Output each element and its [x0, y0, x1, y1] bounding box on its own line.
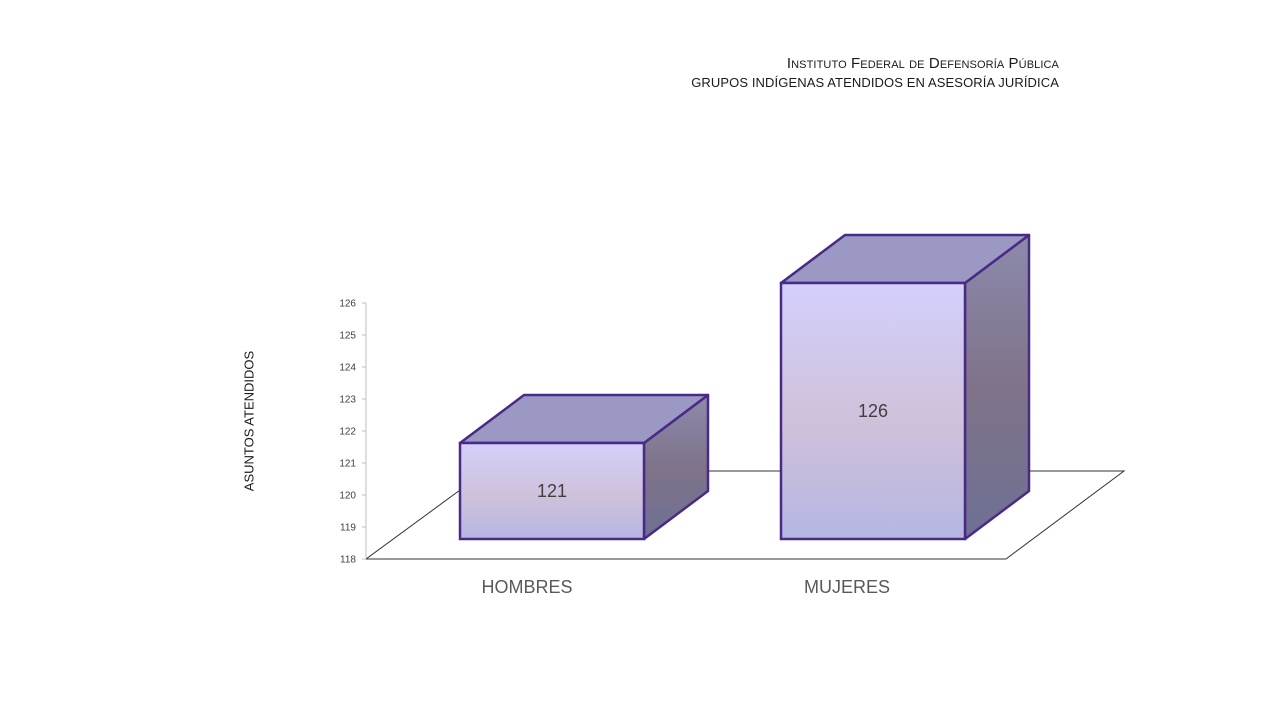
bar-hombres: 121 [458, 393, 710, 541]
bar-front-face [779, 281, 967, 541]
y-tick-label: 118 [340, 555, 356, 566]
bar-side-face [963, 233, 1031, 541]
bar-data-label: 121 [537, 481, 567, 501]
x-category-label: HOMBRES [481, 577, 572, 597]
y-tick-label: 120 [339, 491, 356, 502]
chart-floor [364, 470, 1126, 560]
bar-front-face [458, 441, 646, 541]
y-tick-label: 122 [339, 427, 356, 438]
chart-subtitle: GRUPOS INDÍGENAS ATENDIDOS EN ASESORÍA J… [691, 75, 1059, 91]
chart-title: Instituto Federal de Defensoría Pública [786, 55, 1059, 72]
y-tick-label: 123 [339, 395, 356, 406]
y-tick-label: 121 [339, 459, 356, 470]
y-tick-label: 125 [339, 331, 356, 342]
bar-data-label: 126 [858, 401, 888, 421]
bar-mujeres: 126 [779, 233, 1031, 541]
y-tick-label: 124 [339, 363, 356, 374]
y-tick-label: 126 [339, 299, 356, 310]
x-category-label: MUJERES [804, 577, 890, 597]
title-block: Instituto Federal de Defensoría Pública … [691, 54, 1059, 92]
y-tick-label: 119 [340, 523, 356, 534]
